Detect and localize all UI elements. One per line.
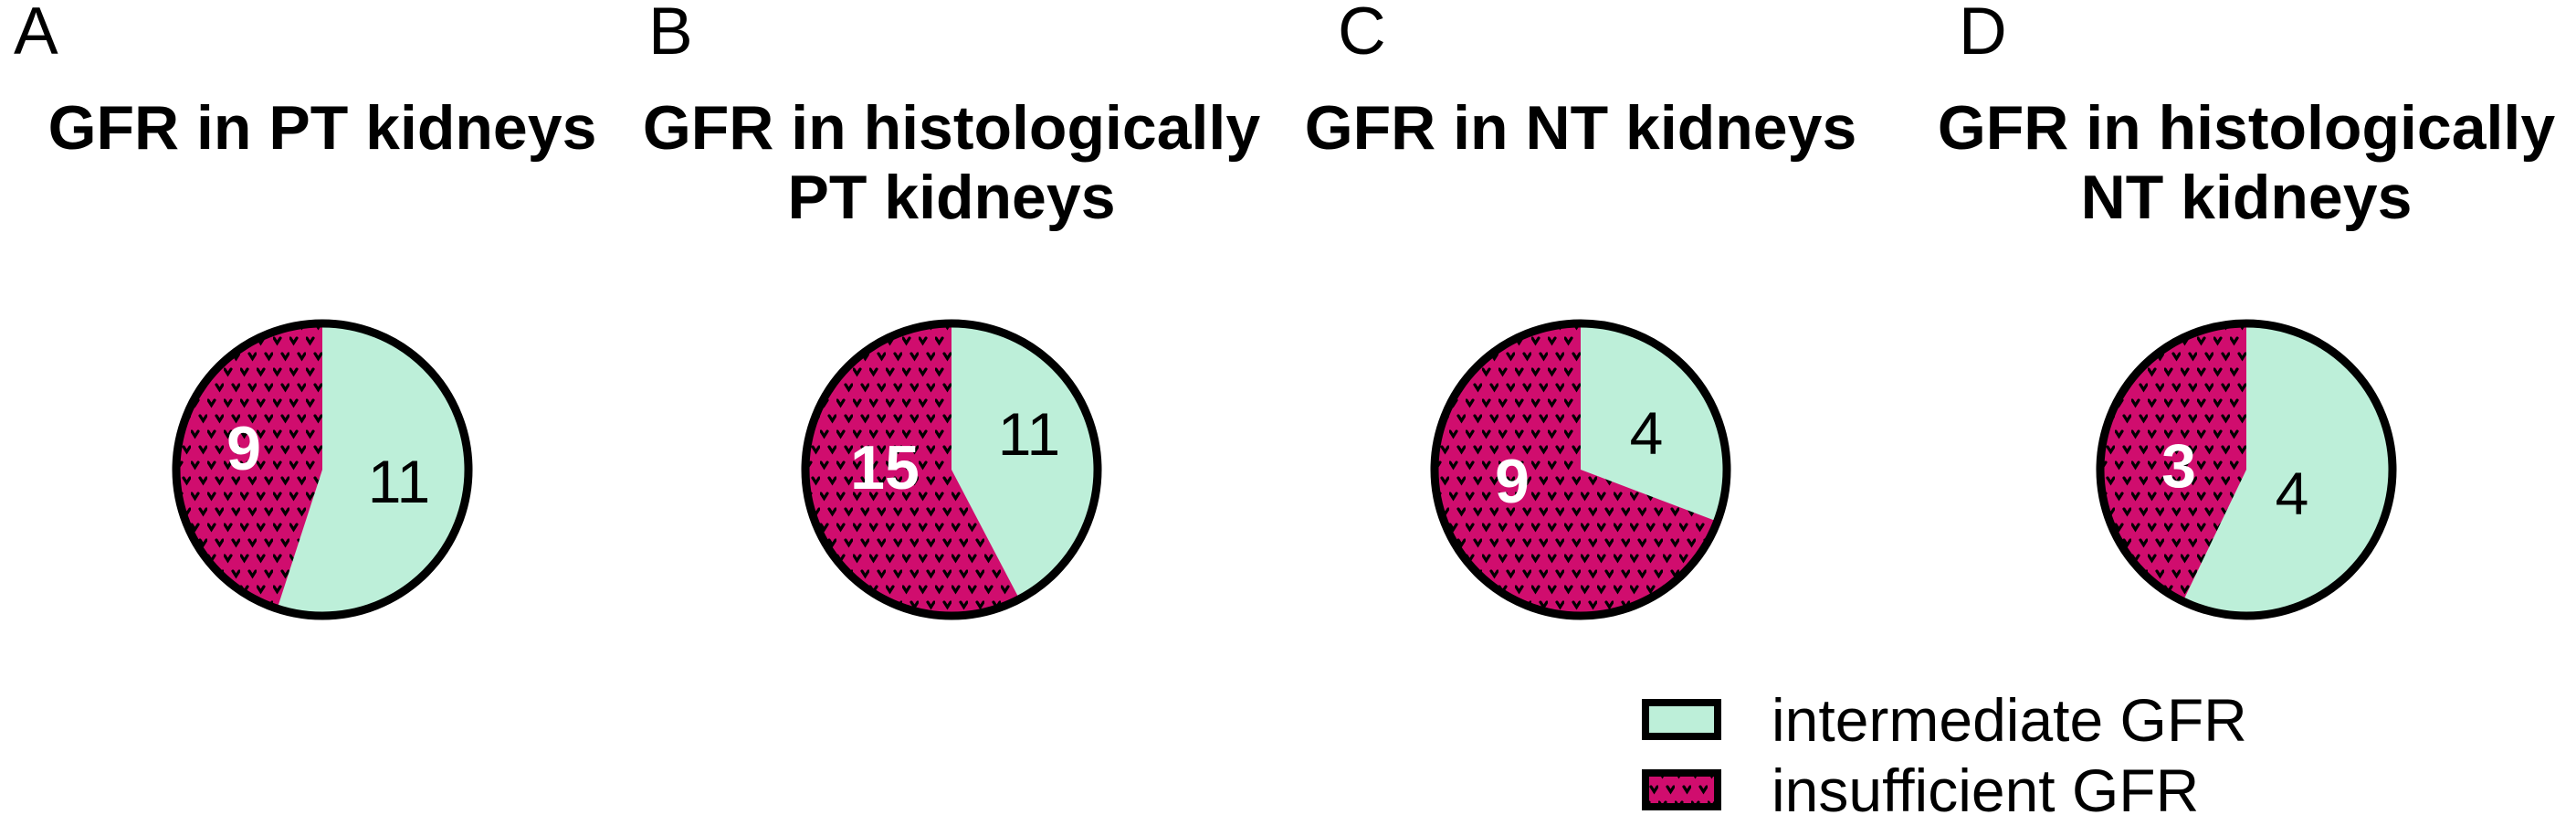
legend-label-insufficient: insufficient GFR [1772, 756, 2200, 824]
panel-letter-c: C [1338, 0, 1386, 69]
pie-title-c: GFR in NT kidneys [1304, 93, 1857, 163]
pie-svg: 11 9 [172, 319, 473, 620]
slice-label: 4 [2276, 460, 2309, 527]
pie-outline [801, 319, 1102, 620]
panel-letter-a: A [14, 0, 58, 69]
pie-outline [2096, 319, 2397, 620]
pie-svg: 43 [2096, 319, 2397, 620]
pie-outline [1430, 319, 1731, 620]
legend-swatch-intermediate [1642, 699, 1721, 740]
pie-svg: 49 [1430, 319, 1731, 620]
legend-row-intermediate: intermediate GFR [1642, 690, 2247, 750]
slice-label: 11 [998, 400, 1061, 468]
pie-chart-a: 11 9 [158, 305, 487, 634]
legend-row-insufficient: insufficient GFR [1642, 760, 2247, 820]
slice-label: 15 [850, 433, 920, 503]
slice-insufficient [804, 323, 1020, 616]
slice-insufficient [2099, 323, 2246, 602]
legend: intermediate GFR insufficient GFR [1642, 690, 2247, 836]
slice-label: 4 [1630, 399, 1664, 467]
slice-label: 11 [368, 448, 431, 515]
panel-letter-d: D [1959, 0, 2007, 69]
pie-title-b: GFR in histologically PT kidneys [642, 93, 1261, 232]
panel-letter-b: B [648, 0, 693, 69]
legend-swatch-insufficient [1642, 769, 1721, 810]
pie-chart-b: 11 15 [787, 305, 1116, 634]
slice-label: 9 [1495, 447, 1530, 516]
pie-title-a: GFR in PT kidneys [47, 93, 597, 163]
legend-label-intermediate: intermediate GFR [1772, 685, 2247, 754]
pie-svg: 11 15 [801, 319, 1102, 620]
slice-insufficient [175, 323, 322, 609]
pie-outline [172, 319, 473, 620]
slice-label: 3 [2161, 431, 2196, 501]
slice-insufficient [1434, 323, 1718, 616]
pie-title-d: GFR in histologically NT kidneys [1937, 93, 2556, 232]
slice-label: 9 [226, 414, 261, 483]
